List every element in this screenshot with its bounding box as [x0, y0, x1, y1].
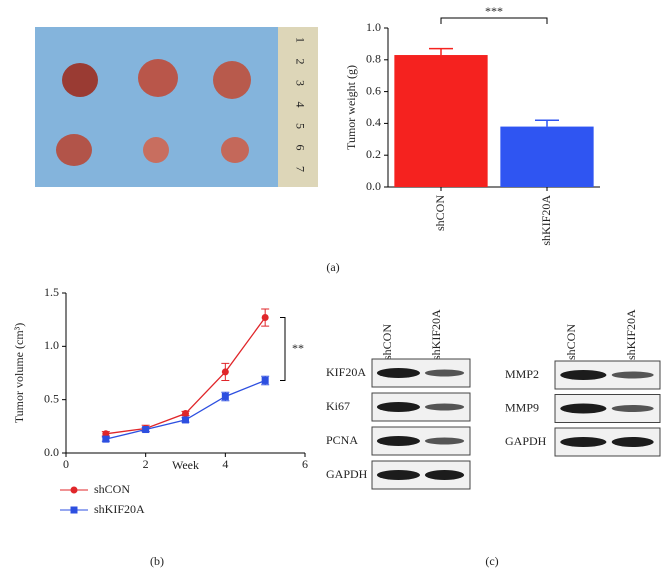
blot-row-label: MMP9	[505, 400, 539, 414]
blot-row-label: GAPDH	[505, 434, 547, 448]
bar	[394, 55, 488, 187]
blot-row-label: GAPDH	[326, 467, 368, 481]
error-bar	[429, 47, 453, 56]
blot-column-label: shKIF20A	[624, 309, 638, 360]
blot-band	[560, 370, 607, 380]
blot-band	[424, 403, 465, 411]
panel-label: (c)	[485, 554, 498, 568]
blot-band	[424, 369, 465, 377]
point	[102, 430, 110, 438]
ruler-label: 5	[293, 123, 307, 129]
blot-row-label: KIF20A	[326, 365, 366, 379]
ruler-label: 6	[293, 145, 307, 151]
y-tick-label: 0.2	[366, 147, 381, 161]
blot-band	[611, 437, 654, 447]
blot-row-label: PCNA	[326, 433, 358, 447]
y-tick-label: 0.0	[366, 179, 381, 193]
x-axis-label: Week	[172, 458, 199, 472]
tumor	[221, 137, 249, 163]
legend-label: shKIF20A	[94, 502, 145, 516]
legend-marker	[70, 486, 78, 494]
blot-band	[376, 402, 421, 412]
significance-label: ***	[485, 4, 503, 18]
ruler-label: 1	[293, 37, 307, 43]
tumor	[56, 134, 92, 166]
ruler-label: 3	[293, 80, 307, 86]
panel-label: (b)	[150, 554, 164, 568]
x-tick-label: shCON	[433, 195, 447, 231]
ruler-label: 7	[293, 166, 307, 172]
blot-column-label: shKIF20A	[429, 309, 443, 360]
blot-column-label: shCON	[564, 324, 578, 360]
blot-band	[611, 371, 654, 379]
blot-band	[560, 437, 607, 447]
y-tick-label: 0.0	[44, 445, 59, 459]
blot-band	[611, 405, 654, 412]
ruler-label: 4	[293, 102, 307, 108]
error-bar	[535, 119, 559, 127]
x-tick-label: 4	[222, 457, 228, 471]
tumor-photo	[35, 27, 318, 187]
x-tick-label: 2	[143, 457, 149, 471]
ruler-label: 2	[293, 59, 307, 65]
point	[261, 314, 269, 322]
blot-band	[376, 470, 421, 480]
panel-label: (a)	[326, 260, 339, 274]
point	[102, 435, 110, 443]
y-tick-label: 1.0	[366, 20, 381, 34]
blot-column-label: shCON	[380, 324, 394, 360]
significance-bracket	[440, 17, 548, 24]
point	[221, 368, 229, 376]
point	[182, 410, 189, 418]
blot-row-label: MMP2	[505, 367, 539, 381]
y-tick-label: 0.8	[366, 52, 381, 66]
blot-band	[376, 368, 421, 378]
legend-marker	[70, 506, 78, 514]
x-tick-label: shKIF20A	[539, 195, 553, 246]
point	[261, 376, 269, 384]
point	[142, 426, 150, 434]
bar	[500, 126, 594, 187]
blot-row-label: Ki67	[326, 399, 350, 413]
blot-band	[560, 403, 607, 414]
tumor	[143, 137, 169, 163]
tumor	[138, 59, 178, 97]
legend-label: shCON	[94, 482, 130, 496]
y-tick-label: 1.5	[44, 285, 59, 299]
point	[221, 392, 229, 400]
ruler	[278, 27, 318, 187]
blot-band	[424, 437, 465, 445]
y-tick-label: 0.6	[366, 83, 381, 97]
y-tick-label: 0.4	[366, 115, 381, 129]
point	[182, 416, 189, 424]
significance-label: **	[292, 341, 304, 355]
blot-band	[376, 436, 421, 446]
tumor	[62, 63, 98, 97]
y-axis-label: Tumor volume (cm³)	[12, 323, 26, 423]
y-axis-label: Tumor weight (g)	[344, 65, 358, 150]
x-tick-label: 0	[63, 457, 69, 471]
significance-bracket	[280, 317, 286, 381]
y-tick-label: 0.5	[44, 391, 59, 405]
tumor	[213, 61, 251, 99]
y-tick-label: 1.0	[44, 338, 59, 352]
blot-band	[424, 470, 465, 480]
x-tick-label: 6	[302, 457, 308, 471]
